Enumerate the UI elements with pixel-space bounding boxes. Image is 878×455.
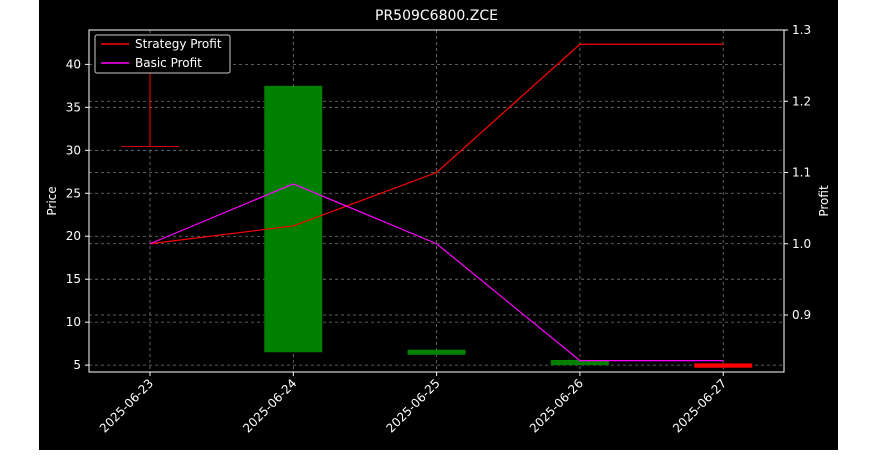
axis-layer: 2025-06-23 2025-06-24 2025-06-25 2025-06-26… bbox=[66, 23, 811, 435]
candle-body bbox=[407, 349, 466, 355]
candle-body bbox=[550, 359, 609, 366]
y-right-tick-label: 0.9 bbox=[792, 308, 811, 322]
chart-figure: 2025-06-23 2025-06-24 2025-06-25 2025-06-26… bbox=[39, 0, 838, 450]
candle-layer bbox=[121, 47, 753, 368]
series-line-strategy-profit bbox=[149, 43, 724, 245]
y-left-tick-label: 25 bbox=[66, 186, 81, 200]
y-right-tick-label: 1.1 bbox=[792, 166, 811, 180]
candle-body bbox=[121, 146, 179, 147]
candle-body bbox=[264, 85, 323, 353]
y-right-tick-label: 1.2 bbox=[792, 94, 811, 108]
legend-label-basic-profit: Basic Profit bbox=[135, 56, 202, 70]
y-left-tick-label: 40 bbox=[66, 57, 81, 71]
line-layer bbox=[149, 43, 724, 362]
x-tick-label: 2025-06-24 bbox=[240, 376, 299, 435]
grid-layer bbox=[89, 29, 784, 372]
legend: Strategy Profit Basic Profit bbox=[94, 34, 231, 74]
y-left-tick-label: 30 bbox=[66, 143, 81, 157]
x-tick-label: 2025-06-26 bbox=[527, 376, 586, 435]
y-left-tick-label: 35 bbox=[66, 100, 81, 114]
y-axis-right-label: Profit bbox=[817, 185, 831, 217]
y-right-tick-label: 1.0 bbox=[792, 237, 811, 251]
y-left-tick-label: 5 bbox=[73, 358, 81, 372]
series-line-basic-profit bbox=[149, 183, 724, 362]
candle-body bbox=[694, 363, 753, 368]
x-tick-label: 2025-06-27 bbox=[670, 376, 729, 435]
y-left-tick-label: 20 bbox=[66, 229, 81, 243]
chart-svg: 2025-06-23 2025-06-24 2025-06-25 2025-06-26… bbox=[45, 8, 831, 435]
y-left-tick-label: 10 bbox=[66, 315, 81, 329]
chart-title: PR509C6800.ZCE bbox=[375, 8, 498, 24]
y-right-tick-label: 1.3 bbox=[792, 23, 811, 37]
x-tick-label: 2025-06-23 bbox=[97, 376, 156, 435]
legend-label-strategy-profit: Strategy Profit bbox=[135, 37, 222, 51]
y-axis-left-label: Price bbox=[45, 186, 59, 215]
y-left-tick-label: 15 bbox=[66, 272, 81, 286]
x-tick-label: 2025-06-25 bbox=[384, 376, 443, 435]
